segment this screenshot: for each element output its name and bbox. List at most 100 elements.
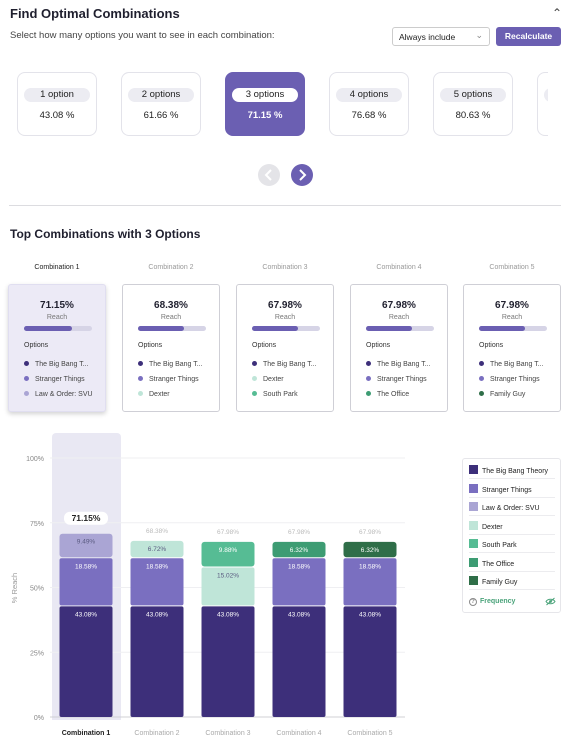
next-button[interactable] bbox=[291, 164, 313, 186]
combination-option: The Big Bang T... bbox=[479, 361, 544, 368]
option-color-dot bbox=[252, 361, 257, 366]
option-card[interactable]: 4 options 76.68 % bbox=[329, 72, 409, 136]
legend-swatch bbox=[469, 576, 478, 585]
combination-reach-value: 67.98% bbox=[495, 300, 529, 311]
recalculate-button[interactable]: Recalculate bbox=[496, 27, 561, 46]
chevron-right-icon bbox=[299, 169, 307, 181]
legend-swatch bbox=[469, 465, 478, 474]
combination-reach-value: 68.38% bbox=[154, 300, 188, 311]
option-color-dot bbox=[138, 376, 143, 381]
legend-label: Dexter bbox=[482, 523, 503, 531]
combination-card[interactable]: 67.98% Reach Options The Big Bang T... Stran… bbox=[463, 284, 561, 412]
prev-button[interactable] bbox=[258, 164, 280, 186]
combination-tab[interactable]: Combination 5 bbox=[489, 264, 535, 271]
option-card[interactable]: 6 options 83 bbox=[537, 72, 548, 136]
legend-item[interactable]: The Office bbox=[469, 557, 559, 572]
legend-item[interactable]: Law & Order: SVU bbox=[469, 502, 559, 516]
reach-progress-fill bbox=[366, 326, 413, 331]
legend-item[interactable]: South Park bbox=[469, 539, 559, 553]
legend-label: Family Guy bbox=[482, 579, 518, 586]
bar-segment bbox=[272, 606, 326, 717]
legend-swatch bbox=[469, 483, 478, 493]
combination-options-title: Options bbox=[138, 342, 163, 349]
option-color-dot bbox=[366, 391, 371, 396]
legend-separator bbox=[469, 515, 555, 516]
header-title: Find Optimal Combinations bbox=[10, 6, 180, 21]
option-card[interactable]: 3 options 71.15 % bbox=[225, 72, 305, 136]
bar-segment bbox=[130, 558, 184, 606]
combination-option: Dexter bbox=[138, 391, 170, 398]
option-color-dot bbox=[479, 376, 484, 381]
legend-frequency-label: Frequency bbox=[480, 598, 516, 605]
chevron-down-icon: ⌄ bbox=[475, 30, 483, 40]
combination-reach-label: Reach bbox=[160, 314, 182, 321]
option-color-dot bbox=[24, 391, 29, 396]
combination-option-name: Dexter bbox=[263, 376, 284, 383]
legend-swatch bbox=[469, 520, 478, 530]
option-color-dot bbox=[138, 361, 143, 366]
bar-segment-label: 43.08% bbox=[146, 611, 168, 618]
combination-option-name: The Big Bang T... bbox=[377, 361, 431, 368]
section-title: Top Combinations with 3 Options bbox=[10, 227, 201, 241]
bar-total-label: 67.98% bbox=[217, 529, 239, 536]
combination-card[interactable]: 67.98% Reach Options The Big Bang T... Dexte… bbox=[236, 284, 334, 412]
option-color-dot bbox=[138, 391, 143, 396]
chevron-up-icon[interactable]: ⌃ bbox=[552, 6, 563, 20]
option-color-dot bbox=[252, 376, 257, 381]
option-card[interactable]: 2 options 61.66 % bbox=[121, 72, 201, 136]
y-tick-label: 75% bbox=[30, 521, 44, 528]
combination-tab[interactable]: Combination 3 bbox=[262, 264, 308, 271]
combination-card[interactable]: 67.98% Reach Options The Big Bang T... Stran… bbox=[350, 284, 448, 412]
legend-item[interactable]: Stranger Things bbox=[469, 483, 559, 498]
y-tick-label: 0% bbox=[34, 715, 44, 722]
bar-segment bbox=[201, 541, 255, 567]
bar-total-label: 67.98% bbox=[288, 529, 310, 536]
option-color-dot bbox=[252, 391, 257, 396]
bar-segment bbox=[59, 533, 113, 558]
legend-item[interactable]: Dexter bbox=[469, 520, 559, 535]
combination-tab[interactable]: Combination 1 bbox=[34, 264, 80, 271]
combination-card[interactable]: 68.38% Reach Options The Big Bang T... Stran… bbox=[122, 284, 220, 412]
bar-segment bbox=[201, 567, 255, 606]
x-tick-label: Combination 1 bbox=[62, 730, 111, 737]
bar-segment bbox=[59, 558, 113, 606]
bar-segment-label: 18.58% bbox=[146, 563, 168, 570]
bar-segment-label: 9.88% bbox=[219, 547, 238, 554]
combination-option: South Park bbox=[252, 391, 298, 398]
legend-label: Stranger Things bbox=[482, 486, 532, 494]
bar-segment-label: 43.08% bbox=[217, 611, 239, 618]
legend-separator bbox=[469, 589, 555, 590]
combination-option: The Office bbox=[366, 391, 409, 398]
option-card-label: 2 options bbox=[128, 88, 194, 102]
option-card[interactable]: 5 options 80.63 % bbox=[433, 72, 513, 136]
option-card-reach: 76.68 % bbox=[351, 110, 387, 121]
reach-progress-bar bbox=[138, 326, 206, 331]
legend-separator bbox=[469, 478, 555, 479]
y-tick-label: 25% bbox=[30, 650, 44, 657]
combination-reach-label: Reach bbox=[501, 314, 523, 321]
combination-card[interactable]: 71.15% Reach Options The Big Bang T... Stran… bbox=[8, 284, 106, 412]
option-card[interactable]: 1 option 43.08 % bbox=[17, 72, 97, 136]
bar-segment bbox=[272, 541, 326, 558]
legend-separator bbox=[469, 533, 555, 535]
include-select[interactable]: Always include ⌄ bbox=[392, 27, 490, 46]
divider bbox=[9, 205, 561, 206]
reach-progress-fill bbox=[252, 326, 299, 331]
combination-option: Stranger Things bbox=[366, 376, 427, 383]
bar-segment-label: 9.49% bbox=[77, 539, 96, 546]
question-circle-icon[interactable]: ? bbox=[469, 598, 477, 606]
legend-item[interactable]: Family Guy bbox=[469, 576, 559, 590]
reach-progress-bar bbox=[252, 326, 320, 331]
x-tick-label: Combination 3 bbox=[205, 730, 250, 737]
bar-segment-label: 43.08% bbox=[288, 611, 310, 618]
eye-off-icon[interactable] bbox=[545, 597, 556, 606]
option-card-reach: 83 bbox=[538, 110, 548, 121]
legend-label: The Office bbox=[482, 560, 515, 568]
combination-tab[interactable]: Combination 2 bbox=[148, 264, 194, 271]
combination-reach-value: 67.98% bbox=[268, 300, 302, 311]
combination-tab[interactable]: Combination 4 bbox=[376, 264, 422, 271]
legend-item[interactable]: The Big Bang Theory bbox=[469, 465, 559, 479]
option-card-reach: 43.08 % bbox=[39, 110, 75, 121]
y-axis-label: % Reach bbox=[10, 573, 19, 603]
reach-progress-fill bbox=[138, 326, 185, 331]
